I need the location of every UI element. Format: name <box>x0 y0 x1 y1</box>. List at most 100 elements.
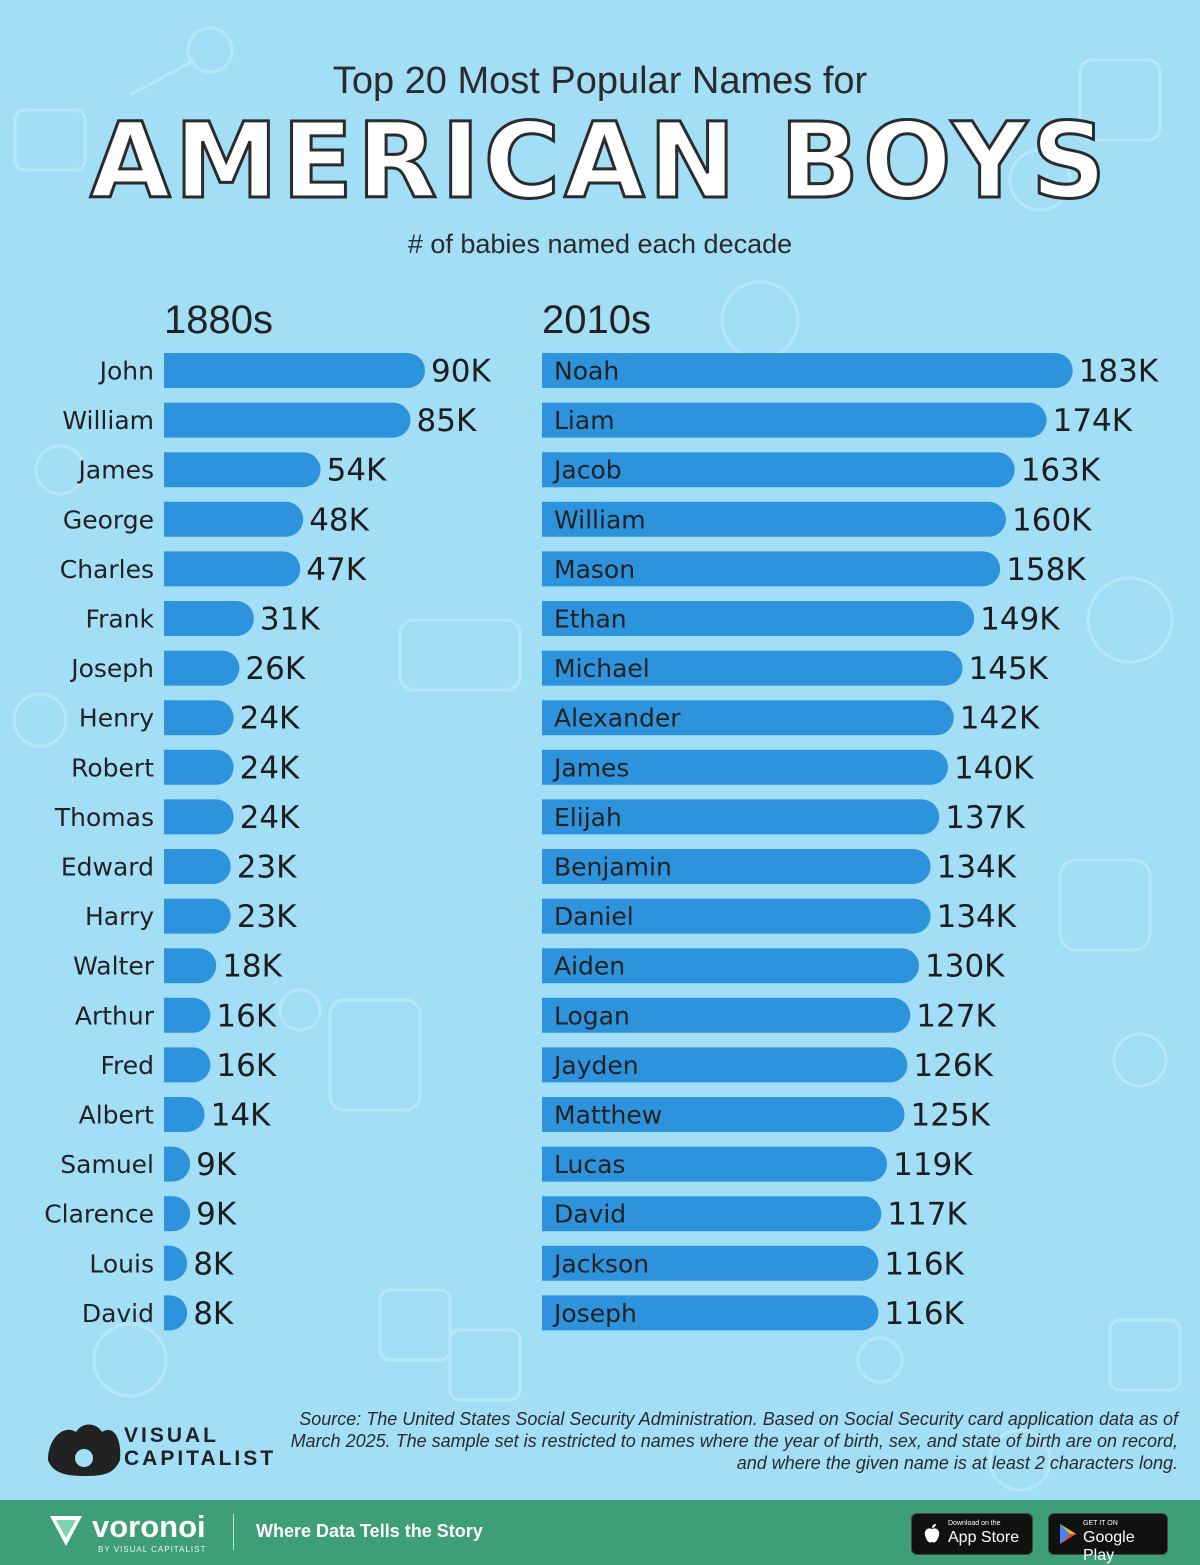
google-play-icon <box>1060 1524 1076 1544</box>
voronoi-subline: BY VISUAL CAPITALIST <box>98 1545 207 1554</box>
app-store-big-text: App Store <box>948 1529 1020 1546</box>
1880s-value-edward: 23K <box>237 850 297 886</box>
2010s-bar-lucas <box>542 1146 888 1182</box>
1880s-value-david: 8K <box>193 1296 234 1332</box>
1880s-bar-harry <box>164 898 231 934</box>
1880s-value-louis: 8K <box>193 1246 234 1282</box>
1880s-value-robert: 24K <box>240 750 300 786</box>
1880s-bar-joseph <box>164 650 240 686</box>
2010s-value-michael: 145K <box>969 651 1049 687</box>
2010s-value-alexander: 142K <box>960 701 1040 737</box>
2010s-value-david: 117K <box>887 1197 967 1233</box>
1880s-label-william: William <box>62 406 154 435</box>
2010s-value-jacob: 163K <box>1021 453 1101 489</box>
2010s-label-william: William <box>554 505 646 534</box>
1880s-bar-samuel <box>164 1146 191 1182</box>
1880s-label-fred: Fred <box>100 1051 154 1080</box>
1880s-label-david: David <box>82 1299 154 1328</box>
1880s-label-clarence: Clarence <box>44 1200 154 1229</box>
1880s-bar-frank <box>164 601 254 636</box>
bar-charts: John 90K William 85K James 54K George 48K Charle… <box>44 353 1159 1332</box>
2010s-value-james: 140K <box>954 750 1034 786</box>
1880s-label-walter: Walter <box>73 952 155 981</box>
1880s-bar-james <box>164 452 321 488</box>
1880s-bar-george <box>164 501 304 537</box>
1880s-value-charles: 47K <box>306 552 366 588</box>
2010s-value-jayden: 126K <box>913 1048 993 1084</box>
1880s-value-clarence: 9K <box>196 1197 237 1233</box>
2010s-label-ethan: Ethan <box>554 605 627 634</box>
2010s-value-benjamin: 134K <box>937 850 1017 886</box>
1880s-label-frank: Frank <box>86 605 155 634</box>
1880s-label-john: John <box>98 357 154 386</box>
main-title: AMERICAN BOYS <box>88 99 1111 224</box>
1880s-value-william: 85K <box>417 403 477 439</box>
2010s-bar-james <box>542 749 948 785</box>
2010s-bar-jackson <box>542 1245 879 1281</box>
1880s-value-frank: 31K <box>260 602 320 638</box>
google-play-button[interactable]: GET IT ON Google Play <box>1048 1513 1168 1564</box>
2010s-value-aiden: 130K <box>925 949 1005 985</box>
2010s-bar-jayden <box>542 1047 908 1083</box>
2010s-label-jayden: Jayden <box>552 1051 639 1080</box>
1880s-bar-william <box>164 402 411 438</box>
1880s-label-james: James <box>77 456 154 485</box>
2010s-bar-alexander <box>542 700 954 736</box>
1880s-label-joseph: Joseph <box>69 654 154 683</box>
2010s-bar-liam <box>542 402 1047 438</box>
2010s-bar-ethan <box>542 601 975 636</box>
2010s-value-william: 160K <box>1012 502 1092 538</box>
2010s-label-elijah: Elijah <box>554 803 622 832</box>
2010s-value-joseph: 116K <box>884 1296 964 1332</box>
1880s-value-fred: 16K <box>216 1048 276 1084</box>
1880s-value-george: 48K <box>309 502 369 538</box>
1880s-bar-fred <box>164 1047 211 1083</box>
app-store-button[interactable]: Download on the App Store <box>911 1513 1033 1555</box>
1880s-bar-walter <box>164 948 217 984</box>
voronoi-logo-icon <box>50 1516 82 1546</box>
footer-divider <box>233 1514 234 1550</box>
2010s-value-liam: 174K <box>1053 403 1133 439</box>
2010s-label-matthew: Matthew <box>554 1101 662 1130</box>
source-note: Source: The United States Social Securit… <box>290 1409 1178 1473</box>
visual-capitalist-wordmark: VISUAL CAPITALIST <box>124 1424 276 1470</box>
2010s-bar-david <box>542 1196 882 1232</box>
1880s-label-samuel: Samuel <box>60 1150 154 1179</box>
tagline: Where Data Tells the Story <box>256 1521 483 1541</box>
1880s-value-arthur: 16K <box>216 998 276 1034</box>
2010s-label-michael: Michael <box>554 654 650 683</box>
1880s-label-charles: Charles <box>60 555 154 584</box>
2010s-value-elijah: 137K <box>945 800 1025 836</box>
1880s-label-louis: Louis <box>89 1249 154 1278</box>
background-doodles <box>12 26 1182 1492</box>
1880s-value-john: 90K <box>431 354 491 390</box>
2010s-value-mason: 158K <box>1006 552 1086 588</box>
1880s-value-samuel: 9K <box>196 1147 237 1183</box>
2010s-bar-william <box>542 501 1006 537</box>
2010s-bar-logan <box>542 997 911 1033</box>
1880s-bar-louis <box>164 1245 188 1281</box>
1880s-bar-john <box>164 353 425 388</box>
2010s-label-david: David <box>554 1200 626 1229</box>
2010s-label-mason: Mason <box>554 555 635 584</box>
google-play-big-text: Google Play <box>1083 1529 1135 1564</box>
2010s-label-daniel: Daniel <box>554 902 634 931</box>
2010s-label-noah: Noah <box>554 357 619 386</box>
1880s-bar-robert <box>164 749 234 785</box>
2010s-bar-michael <box>542 650 963 686</box>
1880s-value-walter: 18K <box>222 949 282 985</box>
2010s-label-james: James <box>552 753 629 782</box>
1880s-bar-thomas <box>164 799 234 835</box>
2010s-label-alexander: Alexander <box>554 704 681 733</box>
2010s-value-matthew: 125K <box>911 1098 991 1134</box>
2010s-value-ethan: 149K <box>980 602 1060 638</box>
2010s-bar-mason <box>542 551 1001 587</box>
1880s-value-albert: 14K <box>211 1098 271 1134</box>
2010s-bar-joseph <box>542 1295 879 1331</box>
2010s-value-logan: 127K <box>916 998 996 1034</box>
2010s-value-noah: 183K <box>1079 354 1159 390</box>
1880s-bar-arthur <box>164 997 211 1033</box>
1880s-bar-edward <box>164 849 231 884</box>
1880s-label-edward: Edward <box>61 853 154 882</box>
2010s-value-daniel: 134K <box>937 899 1017 935</box>
